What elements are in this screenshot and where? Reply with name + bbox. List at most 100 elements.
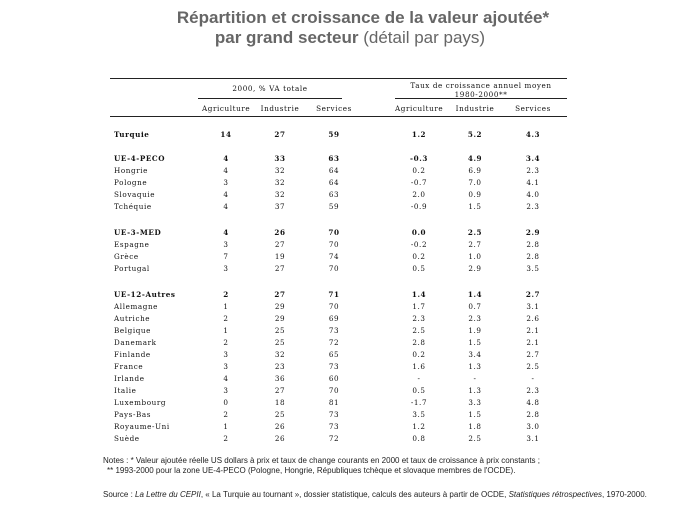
source-note: Source : La Lettre du CEPII, « La Turqui… bbox=[103, 490, 698, 500]
table-cell: 3.0 bbox=[526, 422, 540, 431]
row-label: Grèce bbox=[114, 252, 139, 261]
row-label: Portugal bbox=[114, 264, 150, 273]
group2-rule bbox=[395, 98, 567, 99]
group1-rule bbox=[198, 98, 342, 99]
table-cell: 1 bbox=[223, 422, 229, 431]
table-cell: 0.2 bbox=[412, 166, 426, 175]
table-cell: - bbox=[531, 374, 535, 383]
table-cell: 3.1 bbox=[526, 302, 540, 311]
source-publication: La Lettre du CEPII bbox=[135, 490, 201, 499]
table-cell: 33 bbox=[274, 154, 286, 163]
table-cell: 70 bbox=[328, 302, 340, 311]
table-cell: 70 bbox=[328, 228, 340, 237]
col-header-services-growth: Services bbox=[515, 104, 551, 113]
group1-header: 2000, % VA totale bbox=[232, 84, 308, 93]
col-header-agriculture-growth: Agriculture bbox=[395, 104, 444, 113]
table-cell: 3.3 bbox=[468, 398, 482, 407]
table-cell: 2.8 bbox=[526, 410, 540, 419]
row-label: UE-3-MED bbox=[114, 228, 162, 237]
table-cell: 0.0 bbox=[411, 228, 427, 237]
table-cell: 1 bbox=[223, 326, 229, 335]
table-cell: 60 bbox=[328, 374, 340, 383]
table-cell: 1.5 bbox=[468, 338, 482, 347]
table-cell: 0.7 bbox=[468, 302, 482, 311]
table-cell: 1 bbox=[223, 302, 229, 311]
table-cell: 3.4 bbox=[525, 154, 541, 163]
table-cell: 3.1 bbox=[526, 434, 540, 443]
title-line-2-rest: (détail par pays) bbox=[358, 28, 486, 47]
table-cell: 14 bbox=[220, 130, 232, 139]
table-cell: 19 bbox=[274, 252, 286, 261]
table-cell: 71 bbox=[328, 290, 340, 299]
table-cell: 73 bbox=[328, 422, 340, 431]
row-label: Slovaquie bbox=[114, 190, 156, 199]
table-cell: 4 bbox=[223, 190, 229, 199]
table-cell: 2.8 bbox=[526, 240, 540, 249]
table-cell: -0.7 bbox=[410, 178, 428, 187]
table-cell: 1.5 bbox=[468, 410, 482, 419]
table-cell: 63 bbox=[328, 190, 340, 199]
table-cell: 3 bbox=[223, 350, 229, 359]
table-cell: 59 bbox=[328, 202, 340, 211]
table-cell: 4.9 bbox=[467, 154, 483, 163]
table-cell: 2.7 bbox=[525, 290, 541, 299]
table-cell: 1.0 bbox=[468, 252, 482, 261]
table-cell: 2.9 bbox=[468, 264, 482, 273]
table-cell: 27 bbox=[274, 264, 286, 273]
row-label: UE-4-PECO bbox=[114, 154, 166, 163]
row-label: Tchéquie bbox=[114, 202, 152, 211]
table-cell: -1.7 bbox=[410, 398, 428, 407]
table-cell: 2.8 bbox=[526, 252, 540, 261]
table-cell: 65 bbox=[328, 350, 340, 359]
row-label: Luxembourg bbox=[114, 398, 167, 407]
row-label: France bbox=[114, 362, 144, 371]
table-cell: 2.6 bbox=[526, 314, 540, 323]
table-cell: - bbox=[473, 374, 477, 383]
table-cell: 27 bbox=[274, 386, 286, 395]
table-cell: 2.1 bbox=[526, 338, 540, 347]
row-label: Irlande bbox=[114, 374, 145, 383]
table-cell: 27 bbox=[274, 130, 286, 139]
table-cell: 27 bbox=[274, 290, 286, 299]
title-line-2: par grand secteur (détail par pays) bbox=[0, 28, 700, 48]
table-cell: 2.8 bbox=[412, 338, 426, 347]
table-cell: 23 bbox=[274, 362, 286, 371]
group2-header-line1: Taux de croissance annuel moyen bbox=[410, 81, 552, 90]
table-cell: 1.6 bbox=[412, 362, 426, 371]
row-label: Autriche bbox=[114, 314, 151, 323]
table-cell: 4.3 bbox=[525, 130, 541, 139]
table-cell: 2.7 bbox=[526, 350, 540, 359]
table-top-rule bbox=[110, 78, 567, 79]
col-header-services-share: Services bbox=[316, 104, 352, 113]
table-cell: 72 bbox=[328, 434, 340, 443]
table-cell: 25 bbox=[274, 410, 286, 419]
row-label: Danemark bbox=[114, 338, 157, 347]
table-cell: 0.2 bbox=[412, 252, 426, 261]
row-label: Royaume-Uni bbox=[114, 422, 170, 431]
table-cell: 59 bbox=[328, 130, 340, 139]
table-cell: 1.3 bbox=[468, 362, 482, 371]
header-bottom-rule bbox=[110, 116, 567, 117]
table-cell: 72 bbox=[328, 338, 340, 347]
table-cell: 32 bbox=[274, 178, 286, 187]
table-cell: 26 bbox=[274, 228, 286, 237]
row-label: Hongrie bbox=[114, 166, 149, 175]
table-cell: 3 bbox=[223, 362, 229, 371]
table-cell: 2.5 bbox=[467, 228, 483, 237]
table-cell: 6.9 bbox=[468, 166, 482, 175]
group2-header-line2: 1980-2000** bbox=[454, 90, 508, 99]
table-cell: 2 bbox=[223, 314, 229, 323]
col-header-industrie-growth: Industrie bbox=[455, 104, 495, 113]
table-cell: 2.3 bbox=[526, 166, 540, 175]
table-cell: 25 bbox=[274, 338, 286, 347]
source-prefix: Source : bbox=[103, 490, 136, 499]
table-cell: 18 bbox=[274, 398, 286, 407]
table-cell: 73 bbox=[328, 362, 340, 371]
row-label: Allemagne bbox=[114, 302, 159, 311]
table-cell: 2 bbox=[223, 290, 229, 299]
table-cell: 27 bbox=[274, 240, 286, 249]
table-cell: 2.3 bbox=[412, 314, 426, 323]
table-cell: 3 bbox=[223, 386, 229, 395]
table-cell: 70 bbox=[328, 264, 340, 273]
page-title: Répartition et croissance de la valeur a… bbox=[0, 8, 700, 48]
